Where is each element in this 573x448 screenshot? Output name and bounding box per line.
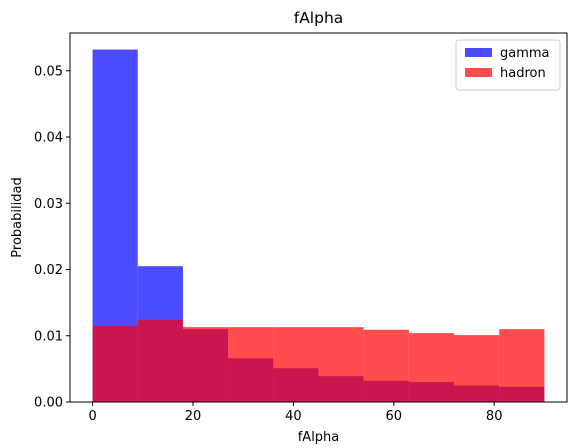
hadron-bar <box>454 335 500 402</box>
y-tick-label: 0.03 <box>34 197 63 212</box>
hadron-bar <box>228 327 274 402</box>
y-tick-label: 0.00 <box>34 396 63 411</box>
x-tick-label: 60 <box>386 409 403 424</box>
chart-title: fAlpha <box>294 9 344 27</box>
x-tick-label: 20 <box>185 409 202 424</box>
hadron-legend-swatch <box>465 68 492 77</box>
hadron-bar <box>92 325 138 402</box>
x-tick-label: 0 <box>88 409 96 424</box>
hadron-bar <box>363 329 409 402</box>
y-tick-label: 0.02 <box>34 263 63 278</box>
y-axis-label: Probabilidad <box>10 177 25 257</box>
hadron-bar <box>499 329 545 402</box>
x-axis-ticks: 0 20 40 60 80 <box>88 402 502 424</box>
gamma-legend-label: gamma <box>500 46 550 61</box>
y-axis-ticks: 0.00 0.01 0.02 0.03 0.04 0.05 <box>34 64 70 411</box>
gamma-legend-swatch <box>465 48 492 57</box>
hadron-bar <box>408 333 455 402</box>
axes-frame <box>69 32 568 403</box>
y-tick-label: 0.04 <box>34 131 63 146</box>
x-axis-label: fAlpha <box>298 430 340 445</box>
y-tick-label: 0.05 <box>34 64 63 79</box>
legend: gamma hadron <box>455 39 561 91</box>
x-tick-label: 40 <box>285 409 302 424</box>
y-tick-label: 0.01 <box>34 329 63 344</box>
hadron-legend-label: hadron <box>500 66 546 81</box>
hadron-bar <box>137 319 183 402</box>
hadron-bar <box>182 327 229 402</box>
hadron-bar <box>273 327 319 402</box>
x-tick-label: 80 <box>486 409 503 424</box>
bars-layer <box>92 49 545 402</box>
hadron-bar <box>318 327 364 402</box>
